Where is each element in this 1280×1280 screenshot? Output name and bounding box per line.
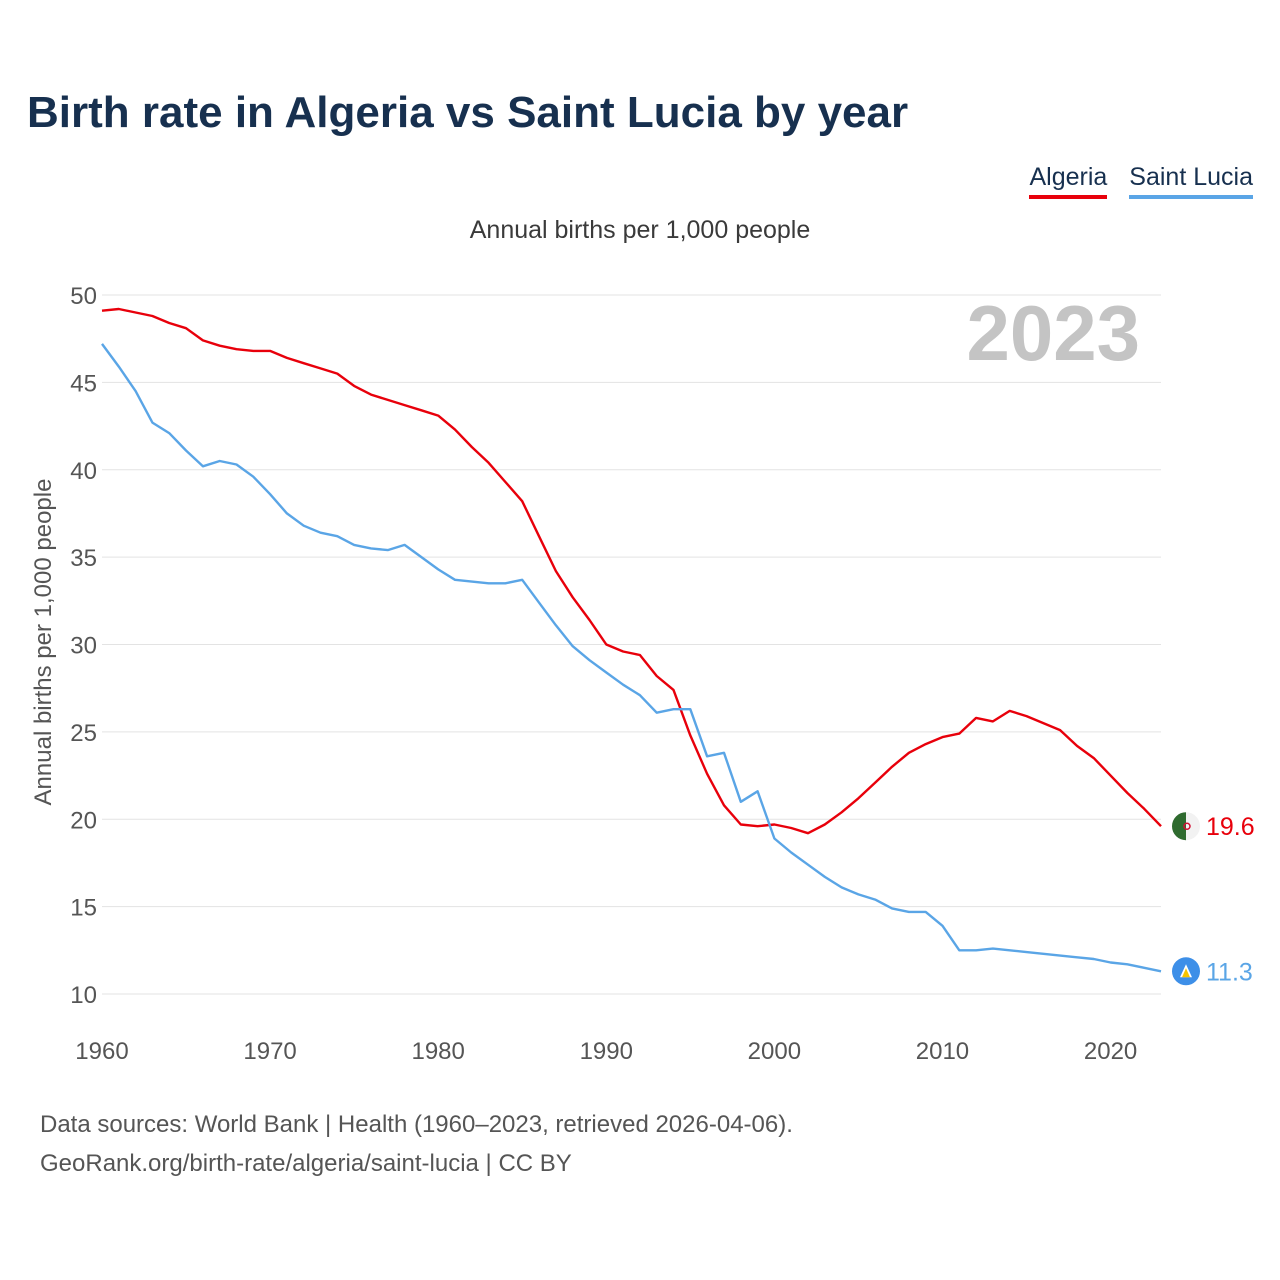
y-tick-label-30: 30 (70, 633, 97, 660)
series-lines (101, 307, 1162, 973)
year-watermark: 2023 (966, 289, 1140, 377)
legend-item-saint-lucia[interactable]: Saint Lucia (1129, 163, 1253, 199)
x-tick-label-1970: 1970 (243, 1038, 296, 1065)
y-tick-label-50: 50 (70, 283, 97, 310)
line-chart: 10 15 20 25 30 35 40 45 50 1960 1970 1980 1990 2000 2… (30, 283, 1255, 1065)
series-line-saint-lucia (101, 343, 1162, 973)
end-value-label-saint-lucia: 11.3 (1206, 958, 1253, 986)
y-tick-label-40: 40 (70, 458, 97, 485)
flag-half-green (1172, 812, 1186, 841)
y-tick-label-20: 20 (70, 807, 97, 834)
y-tick-label-15: 15 (70, 895, 97, 922)
x-tick-label-1990: 1990 (580, 1038, 633, 1065)
legend-item-algeria[interactable]: Algeria (1029, 163, 1108, 199)
y-axis-ticks: 10 15 20 25 30 35 40 45 50 (70, 283, 97, 1009)
x-tick-label-2000: 2000 (748, 1038, 801, 1065)
flag-crescent (1183, 822, 1191, 830)
series-line-algeria (101, 307, 1162, 835)
footer: Data sources: World Bank | Health (1960–… (40, 1105, 793, 1183)
flag-triangle-gold (1182, 968, 1190, 978)
y-tick-label-45: 45 (70, 370, 97, 397)
x-tick-label-1980: 1980 (411, 1038, 464, 1065)
y-tick-label-25: 25 (70, 720, 97, 747)
x-axis-ticks: 1960 1970 1980 1990 2000 2010 2020 (75, 1038, 1137, 1065)
y-axis-label: Annual births per 1,000 people (30, 479, 57, 806)
y-tick-label-35: 35 (70, 545, 97, 572)
chart-subtitle: Annual births per 1,000 people (469, 216, 811, 244)
source-note: Data sources: World Bank | Health (1960–… (40, 1111, 793, 1138)
x-tick-label-2020: 2020 (1084, 1038, 1137, 1065)
x-tick-label-1960: 1960 (75, 1038, 128, 1065)
chart-title: Birth rate in Algeria vs Saint Lucia by … (27, 88, 909, 137)
gridlines (102, 294, 1161, 995)
end-markers: 19.6 11.3 (1172, 812, 1255, 986)
source-link[interactable]: GeoRank.org/birth-rate/algeria/saint-luc… (40, 1150, 572, 1177)
end-value-label-algeria: 19.6 (1206, 813, 1255, 841)
y-tick-label-10: 10 (70, 982, 97, 1009)
legend: Algeria Saint Lucia (1029, 163, 1253, 199)
x-tick-label-2010: 2010 (916, 1038, 969, 1065)
